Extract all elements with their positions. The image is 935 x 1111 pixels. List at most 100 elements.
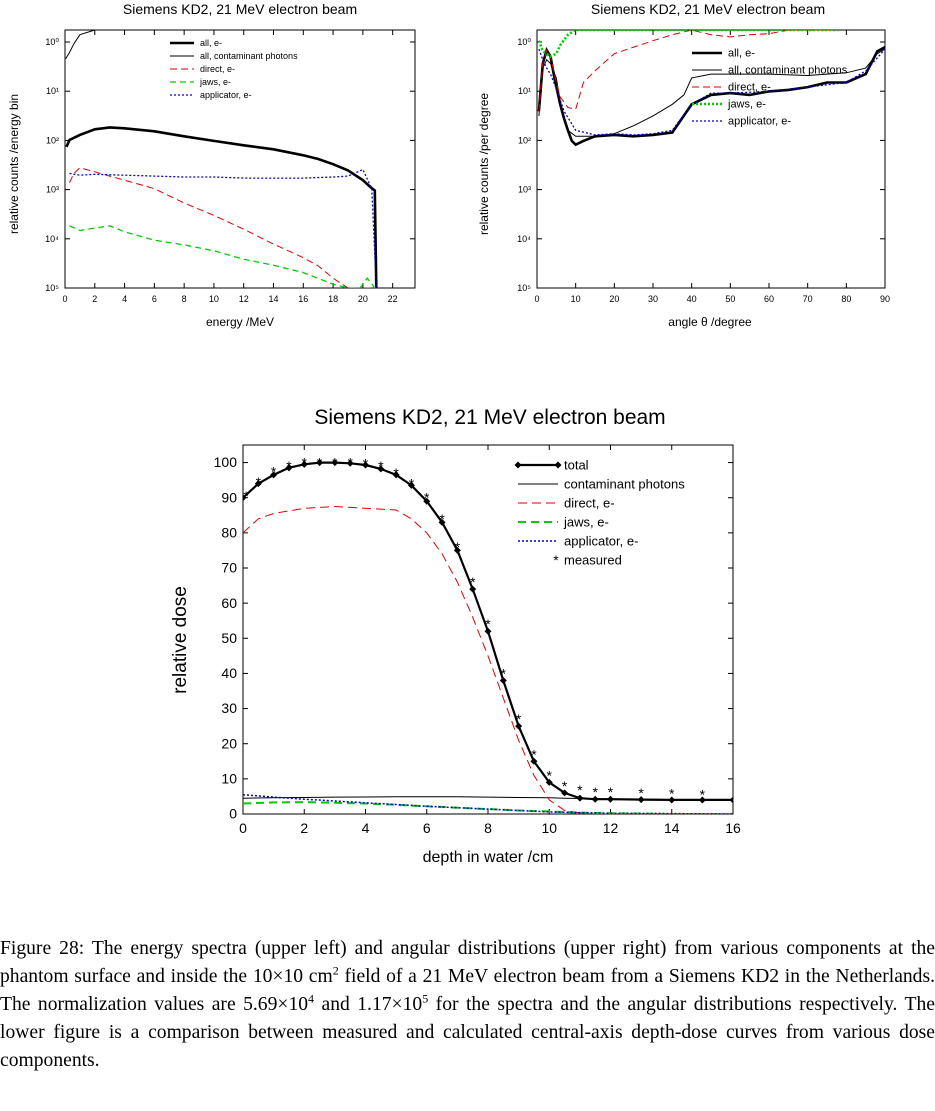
series-line: [243, 796, 733, 801]
legend-label: direct, e-: [728, 82, 771, 94]
y-tick-label: 10⁴: [517, 234, 531, 244]
chart-title: Siemens KD2, 21 MeV electron beam: [123, 1, 357, 17]
data-point: *: [531, 746, 537, 762]
x-tick-label: 20: [609, 294, 619, 304]
x-tick-label: 8: [182, 294, 187, 304]
data-point: [499, 676, 507, 684]
data-point: [438, 518, 446, 526]
data-point: *: [547, 767, 553, 783]
data-point: [362, 461, 369, 469]
chart-title: Siemens KD2, 21 MeV electron beam: [591, 1, 825, 17]
series-0: [65, 126, 378, 288]
y-tick-label: 20: [221, 735, 237, 751]
data-point: *: [332, 455, 338, 471]
caption-text-4: for the spectra and the angular distribu…: [0, 994, 935, 1071]
series-2: [69, 167, 377, 288]
legend-marker: [514, 461, 522, 469]
legend-label: direct, e-: [200, 64, 235, 74]
caption-sup-3: 5: [422, 991, 429, 1006]
data-point: *: [424, 490, 430, 506]
legend-label: applicator, e-: [728, 116, 791, 128]
data-point: [545, 778, 553, 786]
series-3: [537, 30, 839, 59]
legend-label: jaws, e-: [563, 514, 609, 529]
series-line: [538, 48, 885, 137]
y-tick-label: 10: [221, 771, 237, 787]
data-point: [300, 460, 308, 468]
x-tick-label: 50: [725, 294, 735, 304]
y-tick-label: 30: [221, 700, 237, 716]
x-tick-label: 10: [209, 294, 219, 304]
x-tick-label: 16: [725, 820, 741, 836]
data-point: [407, 481, 415, 489]
data-point: *: [577, 782, 583, 798]
series-line: [538, 30, 839, 112]
x-tick-label: 10: [571, 294, 581, 304]
data-point: [243, 494, 247, 502]
y-tick-label: 70: [221, 560, 237, 576]
y-tick-label: 60: [221, 595, 237, 611]
chart-title: Siemens KD2, 21 MeV electron beam: [314, 406, 665, 429]
series-2: [538, 30, 839, 112]
legend-label: all, e-: [200, 38, 222, 48]
data-point: [561, 789, 569, 797]
data-point: *: [638, 785, 644, 801]
x-tick-label: 0: [239, 820, 247, 836]
legend-label: direct, e-: [564, 495, 615, 510]
data-point: *: [409, 476, 415, 492]
x-tick-label: 22: [388, 294, 398, 304]
x-tick-label: 20: [358, 294, 368, 304]
x-axis-label: depth in water /cm: [423, 849, 554, 866]
depth-dose-plot: Siemens KD2, 21 MeV electron beam 0 2 4 6 8 1…: [170, 406, 741, 866]
data-point: *: [378, 458, 384, 474]
y-tick-label: 10⁵: [45, 283, 59, 293]
data-point: *: [455, 539, 461, 555]
data-point: [591, 795, 599, 803]
data-point: *: [439, 511, 445, 527]
series-line: [65, 126, 378, 288]
y-tick-label: 10²: [518, 135, 531, 145]
caption-text-2: field of a 21 MeV electron beam from a S…: [0, 966, 935, 1015]
x-tick-label: 14: [664, 820, 680, 836]
legend-label: applicator, e-: [564, 533, 638, 548]
data-point: *: [516, 711, 522, 727]
figure-label: Figure 28:: [0, 938, 85, 959]
series-1: [538, 48, 885, 137]
data-point: [285, 464, 293, 472]
figure-caption: Figure 28: The energy spectra (upper lef…: [0, 935, 935, 1075]
data-point: *: [363, 455, 369, 471]
data-point: [331, 459, 339, 467]
series-line: [69, 168, 377, 288]
y-tick-label: 50: [221, 630, 237, 646]
legend-label: jaws, e-: [199, 77, 231, 87]
y-tick-label: 10²: [46, 135, 59, 145]
x-tick-label: 2: [300, 820, 308, 836]
series-line: [537, 45, 885, 147]
y-tick-label: 10⁰: [517, 37, 531, 47]
series-line: [69, 167, 377, 288]
caption-sup-1: 2: [332, 963, 339, 978]
data-point: *: [501, 665, 507, 681]
x-tick-label: 6: [423, 820, 431, 836]
y-tick-label: 10³: [46, 185, 59, 195]
y-tick-label: 90: [221, 489, 237, 505]
data-point: [377, 465, 385, 473]
x-tick-label: 8: [484, 820, 492, 836]
x-tick-label: 16: [298, 294, 308, 304]
data-point: [254, 480, 262, 488]
y-axis-label: relative counts /per degree: [477, 93, 491, 235]
series-4: [69, 168, 377, 288]
x-tick-label: 90: [880, 294, 890, 304]
y-tick-label: 10⁴: [45, 234, 59, 244]
data-point: [469, 585, 477, 593]
legend-label: applicator, e-: [200, 90, 252, 100]
data-point: *: [243, 488, 249, 504]
x-tick-label: 18: [328, 294, 338, 304]
data-point: *: [271, 463, 277, 479]
data-point: [530, 757, 538, 765]
legend-swatch: *: [553, 552, 559, 568]
x-tick-label: 60: [764, 294, 774, 304]
legend-label: total: [564, 457, 589, 472]
data-point: *: [608, 784, 614, 800]
